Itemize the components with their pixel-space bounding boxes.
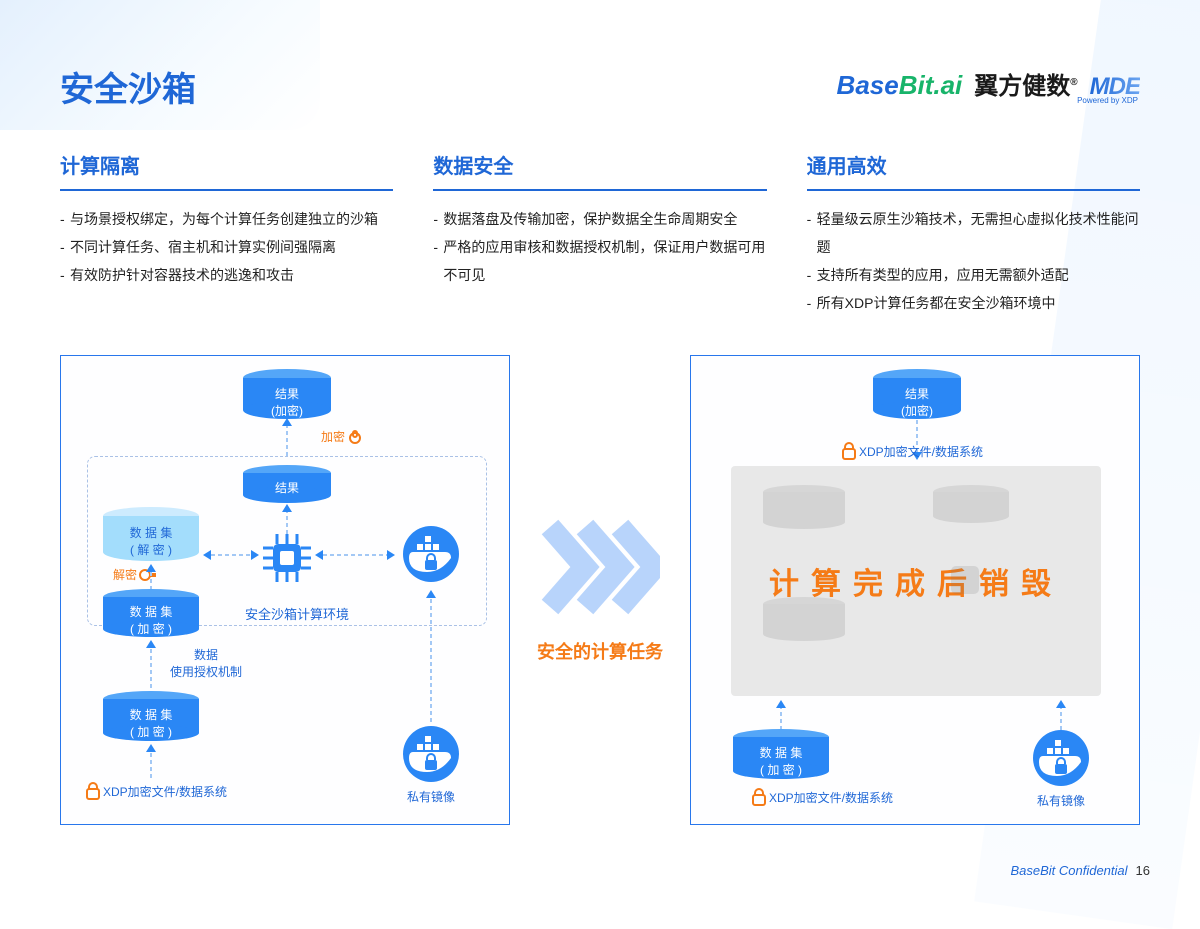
column-heading: 数据安全: [433, 150, 766, 191]
xdp-fs-label: XDP加密文件/数据系统: [841, 442, 983, 460]
destroyed-overlay: 计算完成后销毁: [731, 466, 1101, 696]
container-lock-icon: [401, 524, 457, 580]
middle-transition: 安全的计算任务: [530, 517, 670, 664]
column-isolation: 计算隔离 与场景授权绑定，为每个计算任务创建独立的沙箱 不同计算任务、宿主机和计…: [60, 150, 393, 317]
chip-icon: [263, 534, 311, 582]
bullet: 不同计算任务、宿主机和计算实例间强隔离: [60, 233, 393, 261]
container-lock-icon: [401, 724, 457, 780]
chevron-right-icon: [540, 517, 660, 622]
panel-before: 结果(加密) 加密 结果: [60, 355, 510, 825]
bullet: 有效防护针对容器技术的逃逸和攻击: [60, 261, 393, 289]
arrow-up-icon: [1055, 700, 1067, 730]
encrypt-label: 加密: [321, 428, 363, 445]
cylinder-result: 结果: [241, 464, 333, 504]
arrow-up-icon: [281, 418, 293, 456]
brand-logo: BaseBit.ai: [837, 70, 963, 101]
arrow-up-icon: [145, 744, 157, 778]
footer: BaseBit Confidential16: [1010, 863, 1150, 878]
arrow-up-icon: [145, 640, 157, 688]
column-efficiency: 通用高效 轻量级云原生沙箱技术，无需担心虚拟化技术性能问题 支持所有类型的应用，…: [807, 150, 1140, 317]
bullet: 轻量级云原生沙箱技术，无需担心虚拟化技术性能问题: [807, 205, 1140, 261]
bullet: 支持所有类型的应用，应用无需额外适配: [807, 261, 1140, 289]
brand-subline: Powered by XDP: [1077, 96, 1138, 105]
page-title: 安全沙箱: [60, 62, 196, 111]
container-lock-icon: [1031, 728, 1087, 784]
arrow-up-icon: [145, 564, 157, 590]
lock-icon: [841, 442, 857, 460]
cylinder-result-encrypted: 结果(加密): [871, 368, 963, 420]
xdp-fs-label: XDP加密文件/数据系统: [751, 788, 893, 806]
column-heading: 计算隔离: [60, 150, 393, 191]
brand-cn: 翼方健数®: [974, 66, 1077, 101]
bullet: 严格的应用审核和数据授权机制，保证用户数据可用不可见: [433, 233, 766, 289]
arrow-up-icon: [775, 700, 787, 730]
column-heading: 通用高效: [807, 150, 1140, 191]
private-image-label: 私有镜像: [1025, 792, 1097, 809]
lock-icon: [85, 782, 101, 800]
arrow-up-icon: [281, 504, 293, 534]
feature-columns: 计算隔离 与场景授权绑定，为每个计算任务创建独立的沙箱 不同计算任务、宿主机和计…: [60, 150, 1140, 317]
arrow-up-icon: [425, 590, 437, 722]
bullet: 数据落盘及传输加密，保护数据全生命周期安全: [433, 205, 766, 233]
sandbox-env-label: 安全沙箱计算环境: [237, 604, 357, 623]
cylinder-result-encrypted: 结果(加密): [241, 368, 333, 420]
data-auth-label: 数据使用授权机制: [161, 646, 251, 680]
bullet: 与场景授权绑定，为每个计算任务创建独立的沙箱: [60, 205, 393, 233]
column-data-security: 数据安全 数据落盘及传输加密，保护数据全生命周期安全 严格的应用审核和数据授权机…: [433, 150, 766, 317]
bullet: 所有XDP计算任务都在安全沙箱环境中: [807, 289, 1140, 317]
page-number: 16: [1136, 863, 1150, 878]
cylinder-dataset-encrypted-2: 数 据 集( 加 密 ): [101, 690, 201, 742]
cylinder-dataset-encrypted: 数 据 集( 加 密 ): [101, 588, 201, 638]
panel-after: 结果(加密) XDP加密文件/数据系统 计算完成后销毁: [690, 355, 1140, 825]
arrow-bidir-icon: [203, 548, 259, 562]
lock-icon: [751, 788, 767, 806]
cylinder-dataset-decrypted: 数 据 集( 解 密 ): [101, 506, 201, 562]
cylinder-dataset-encrypted: 数 据 集( 加 密 ): [731, 728, 831, 780]
private-image-label: 私有镜像: [395, 788, 467, 805]
task-label: 安全的计算任务: [537, 638, 663, 664]
arrow-bidir-icon: [315, 548, 395, 562]
xdp-fs-label: XDP加密文件/数据系统: [85, 782, 227, 800]
